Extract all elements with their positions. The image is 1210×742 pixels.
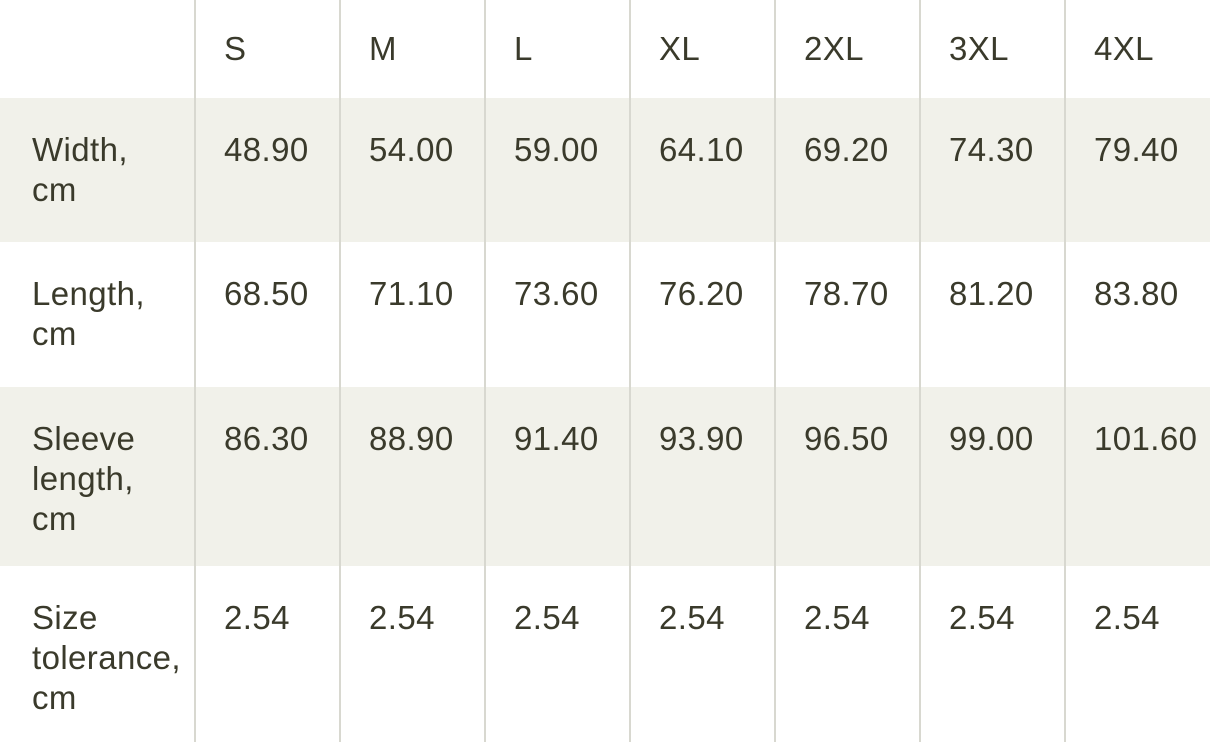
sleeve-value-xl: 93.90: [629, 387, 775, 566]
width-value-2xl: 69.20: [774, 98, 920, 242]
length-value-s: 68.50: [194, 242, 340, 387]
table-row-sleeve-length: Sleeve length, cm 86.30 88.90 91.40 93.9…: [0, 387, 1210, 566]
tolerance-value-4xl: 2.54: [1064, 566, 1210, 742]
row-label-size-tolerance: Size tolerance, cm: [0, 566, 195, 742]
width-value-3xl: 74.30: [919, 98, 1065, 242]
table-row-width: Width, cm 48.90 54.00 59.00 64.10 69.20 …: [0, 98, 1210, 242]
sleeve-value-3xl: 99.00: [919, 387, 1065, 566]
width-value-m: 54.00: [339, 98, 485, 242]
column-header-xl: XL: [629, 0, 775, 98]
tolerance-value-2xl: 2.54: [774, 566, 920, 742]
length-value-4xl: 83.80: [1064, 242, 1210, 387]
tolerance-value-m: 2.54: [339, 566, 485, 742]
column-header-l: L: [484, 0, 630, 98]
column-header-s: S: [194, 0, 340, 98]
tolerance-value-3xl: 2.54: [919, 566, 1065, 742]
tolerance-value-s: 2.54: [194, 566, 340, 742]
column-header-2xl: 2XL: [774, 0, 920, 98]
length-value-m: 71.10: [339, 242, 485, 387]
table-row-length: Length, cm 68.50 71.10 73.60 76.20 78.70…: [0, 242, 1210, 387]
size-header-row: S M L XL 2XL 3XL 4XL: [0, 0, 1210, 98]
length-value-l: 73.60: [484, 242, 630, 387]
sleeve-value-2xl: 96.50: [774, 387, 920, 566]
width-value-4xl: 79.40: [1064, 98, 1210, 242]
length-value-3xl: 81.20: [919, 242, 1065, 387]
sleeve-value-4xl: 101.60: [1064, 387, 1210, 566]
sleeve-value-s: 86.30: [194, 387, 340, 566]
corner-cell: [0, 0, 195, 98]
tolerance-value-l: 2.54: [484, 566, 630, 742]
tolerance-value-xl: 2.54: [629, 566, 775, 742]
length-value-2xl: 78.70: [774, 242, 920, 387]
row-label-length: Length, cm: [0, 242, 195, 387]
column-header-m: M: [339, 0, 485, 98]
column-header-4xl: 4XL: [1064, 0, 1210, 98]
row-label-width: Width, cm: [0, 98, 195, 242]
table-row-size-tolerance: Size tolerance, cm 2.54 2.54 2.54 2.54 2…: [0, 566, 1210, 742]
length-value-xl: 76.20: [629, 242, 775, 387]
sleeve-value-m: 88.90: [339, 387, 485, 566]
sleeve-value-l: 91.40: [484, 387, 630, 566]
width-value-xl: 64.10: [629, 98, 775, 242]
width-value-s: 48.90: [194, 98, 340, 242]
row-label-sleeve-length: Sleeve length, cm: [0, 387, 195, 566]
width-value-l: 59.00: [484, 98, 630, 242]
column-header-3xl: 3XL: [919, 0, 1065, 98]
